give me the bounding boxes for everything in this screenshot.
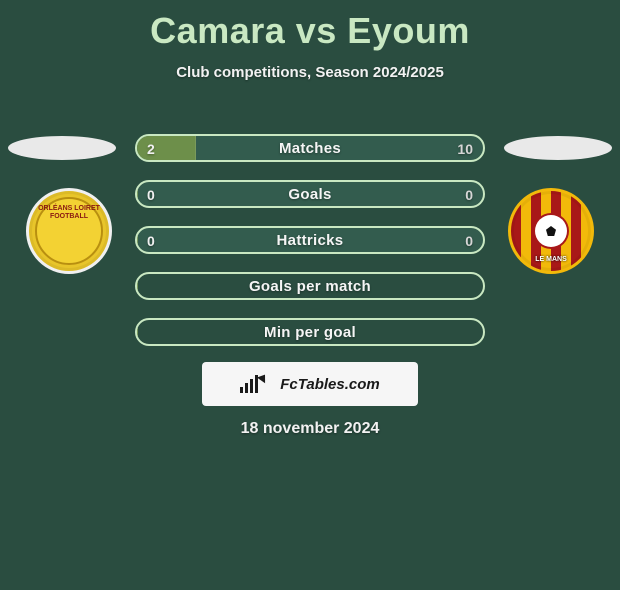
stat-value-right: 10: [457, 136, 473, 160]
stat-value-right: 0: [465, 228, 473, 252]
stat-label: Goals: [137, 182, 483, 206]
arrow-icon: [257, 371, 269, 382]
fctables-label: FcTables.com: [280, 376, 379, 393]
club-badge-right-label: LE MANS: [535, 256, 567, 263]
page-title: Camara vs Eyoum: [0, 10, 620, 52]
player-placeholder-left: [8, 136, 116, 160]
stats-container: 2 Matches 10 0 Goals 0 0 Hattricks 0 Goa…: [135, 134, 485, 364]
soccer-ball-icon: [535, 215, 567, 247]
stat-label: Goals per match: [137, 274, 483, 298]
stat-label: Hattricks: [137, 228, 483, 252]
stat-row-min-per-goal: Min per goal: [135, 318, 485, 346]
stat-row-goals-per-match: Goals per match: [135, 272, 485, 300]
stat-label: Min per goal: [137, 320, 483, 344]
club-badge-right: LE MANS: [508, 188, 594, 274]
player-placeholder-right: [504, 136, 612, 160]
stat-row-goals: 0 Goals 0: [135, 180, 485, 208]
bars-icon: [240, 375, 258, 393]
stat-value-right: 0: [465, 182, 473, 206]
club-badge-left: ORLÉANS LOIRET FOOTBALL: [26, 188, 112, 274]
club-badge-left-label: ORLÉANS LOIRET FOOTBALL: [29, 205, 109, 220]
subtitle: Club competitions, Season 2024/2025: [0, 64, 620, 81]
date-label: 18 november 2024: [0, 420, 620, 438]
fctables-link[interactable]: FcTables.com: [202, 362, 418, 406]
stat-row-matches: 2 Matches 10: [135, 134, 485, 162]
stat-row-hattricks: 0 Hattricks 0: [135, 226, 485, 254]
stat-label: Matches: [137, 136, 483, 160]
